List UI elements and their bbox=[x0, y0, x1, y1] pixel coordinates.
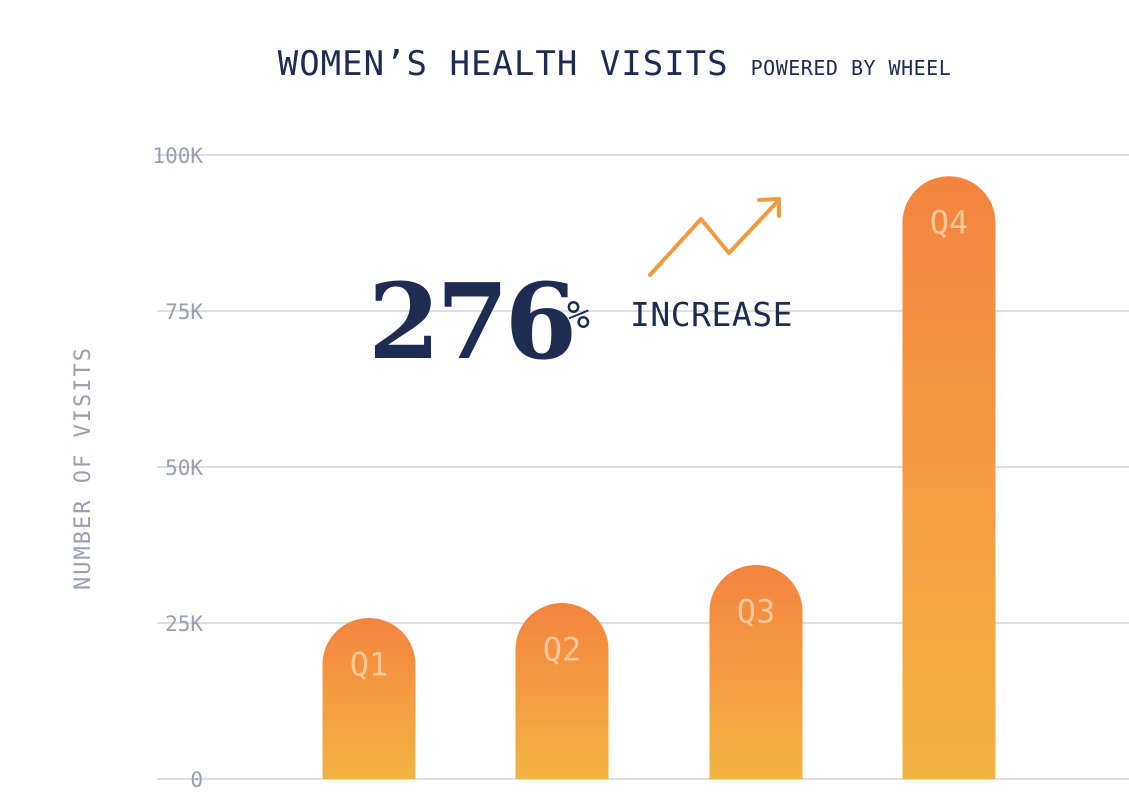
y-tick-label: 25K bbox=[165, 612, 203, 636]
bar-label: Q1 bbox=[350, 646, 389, 684]
increase-annotation: 276 % INCREASE bbox=[368, 197, 793, 383]
increase-value: 276 bbox=[368, 260, 573, 383]
y-tick-label: 100K bbox=[152, 144, 203, 168]
bar-label: Q4 bbox=[930, 204, 969, 242]
chart-title: WOMEN’S HEALTH VISITS bbox=[277, 44, 729, 84]
increase-text: INCREASE bbox=[630, 295, 793, 334]
bar-label: Q3 bbox=[737, 592, 776, 630]
bar-label: Q2 bbox=[543, 631, 582, 669]
bar-q3 bbox=[709, 564, 803, 779]
y-tick-label: 0 bbox=[190, 768, 203, 792]
chart-header: WOMEN’S HEALTH VISITS POWERED BY WHEEL bbox=[0, 44, 1129, 84]
y-axis-label: NUMBER OF VISITS bbox=[71, 346, 96, 590]
bar-q4 bbox=[902, 176, 996, 779]
bar-q2 bbox=[515, 603, 609, 779]
y-tick-label: 75K bbox=[165, 300, 203, 324]
bars: Q1 Q2 Q3 Q4 bbox=[322, 176, 996, 779]
y-tick-label: 50K bbox=[165, 456, 203, 480]
chart-subtitle: POWERED BY WHEEL bbox=[750, 56, 952, 80]
trend-up-arrow-icon bbox=[648, 197, 781, 277]
bar-q1 bbox=[322, 618, 416, 779]
increase-unit: % bbox=[567, 293, 590, 337]
